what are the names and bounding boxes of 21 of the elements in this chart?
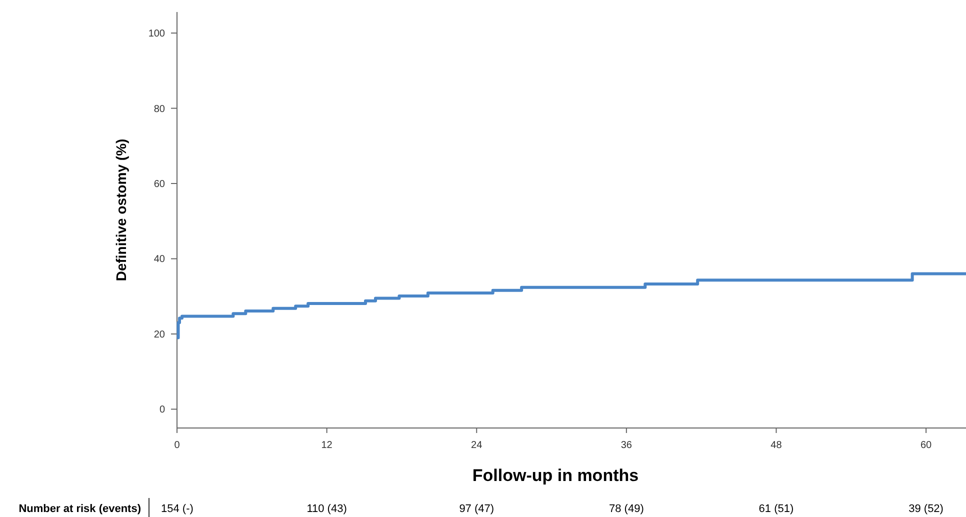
x-axis-title: Follow-up in months xyxy=(472,466,639,485)
y-tick-label: 60 xyxy=(154,179,166,190)
text: Number at risk (events) xyxy=(18,502,142,515)
x-tick-label: 12 xyxy=(321,440,333,451)
y-axis-title: Definitive ostomy (%) xyxy=(113,138,129,282)
x-tick-label: 60 xyxy=(920,440,932,451)
x-tick-label: 0 xyxy=(174,440,180,451)
y-tick-label: 40 xyxy=(154,254,166,266)
y-tick-label: 80 xyxy=(154,104,166,115)
text: 110 (43) xyxy=(306,502,347,515)
text: 61 (51) xyxy=(758,502,794,515)
text: 39 (52) xyxy=(908,502,944,515)
text: 78 (49) xyxy=(609,502,644,515)
text: 154 (-) xyxy=(161,502,194,515)
x-tick-label: 36 xyxy=(620,440,632,451)
x-tick-label: 48 xyxy=(770,440,782,451)
x-tick-label: 24 xyxy=(471,440,483,451)
y-tick-label: 100 xyxy=(148,28,166,40)
text: 97 (47) xyxy=(459,502,494,515)
y-tick-label: 20 xyxy=(154,329,166,340)
y-tick-label: 0 xyxy=(159,404,166,416)
